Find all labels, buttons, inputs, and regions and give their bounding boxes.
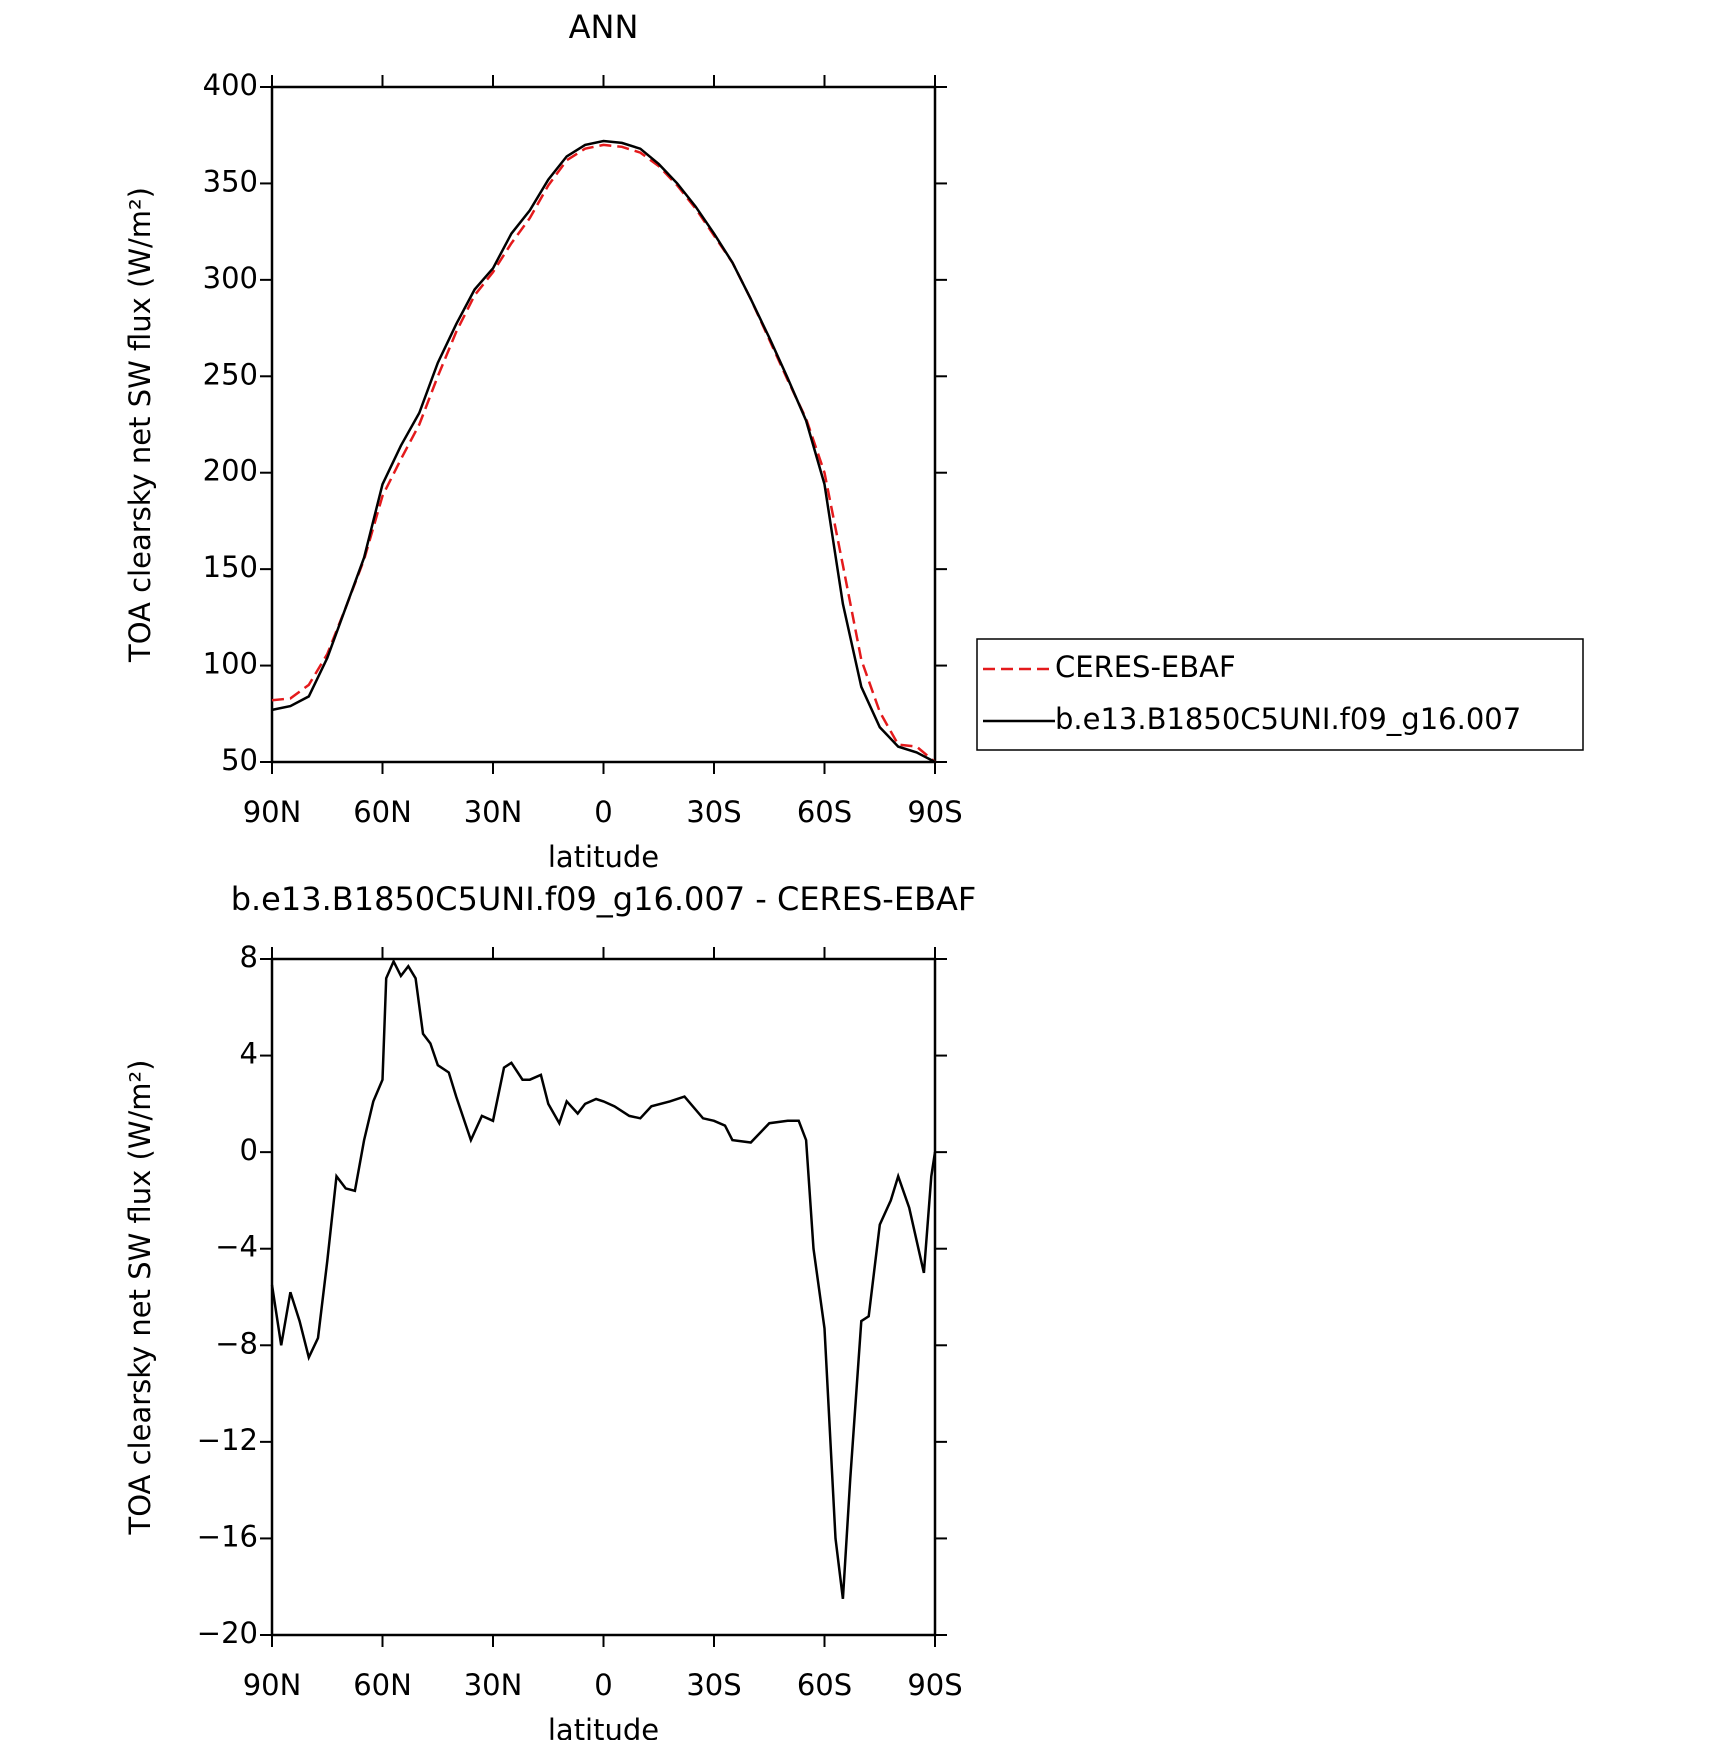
legend-label: b.e13.B1850C5UNI.f09_g16.007 bbox=[1055, 702, 1521, 736]
y-tick-label: 0 bbox=[240, 1133, 258, 1167]
x-tick-label: 60S bbox=[797, 1668, 852, 1702]
x-tick-label: 30N bbox=[464, 1668, 523, 1702]
x-tick-label: 90N bbox=[243, 795, 302, 829]
x-axis-label: latitude bbox=[548, 1713, 659, 1740]
y-tick-label: 4 bbox=[240, 1037, 258, 1071]
y-tick-label: 8 bbox=[240, 940, 258, 974]
y-tick-label: 300 bbox=[203, 261, 258, 295]
y-axis-label: TOA clearsky net SW flux (W/m²) bbox=[123, 1060, 157, 1536]
x-tick-label: 90S bbox=[907, 1668, 962, 1702]
x-tick-label: 60S bbox=[797, 795, 852, 829]
x-tick-label: 30S bbox=[686, 1668, 741, 1702]
x-axis-label: latitude bbox=[548, 840, 659, 874]
x-tick-label: 30S bbox=[686, 795, 741, 829]
y-tick-label: −20 bbox=[197, 1616, 258, 1650]
x-tick-label: 0 bbox=[594, 1668, 612, 1702]
y-tick-label: −12 bbox=[197, 1423, 258, 1457]
x-tick-label: 30N bbox=[464, 795, 523, 829]
series-line bbox=[270, 958, 937, 1599]
legend-label: CERES-EBAF bbox=[1055, 650, 1236, 684]
chart-title: ANN bbox=[569, 8, 639, 46]
series-line bbox=[271, 139, 936, 764]
x-tick-label: 90S bbox=[907, 795, 962, 829]
plot-frame bbox=[270, 957, 937, 1637]
x-tick-label: 60N bbox=[353, 795, 412, 829]
x-tick-label: 90N bbox=[243, 1668, 302, 1702]
y-tick-label: 200 bbox=[203, 454, 258, 488]
y-tick-label: −4 bbox=[215, 1230, 258, 1264]
y-tick-label: 350 bbox=[203, 164, 258, 198]
plot-frame bbox=[270, 85, 937, 764]
y-tick-label: −8 bbox=[215, 1326, 258, 1360]
y-tick-label: −16 bbox=[197, 1519, 258, 1553]
y-axis-label: TOA clearsky net SW flux (W/m²) bbox=[123, 187, 157, 663]
y-tick-label: 400 bbox=[203, 68, 258, 102]
y-tick-label: 100 bbox=[203, 647, 258, 681]
y-tick-label: 50 bbox=[221, 743, 258, 777]
y-tick-label: 150 bbox=[203, 550, 258, 584]
chart-title: b.e13.B1850C5UNI.f09_g16.007 - CERES-EBA… bbox=[231, 880, 977, 918]
series-line bbox=[271, 143, 936, 763]
legend-box bbox=[976, 638, 1584, 751]
y-tick-label: 250 bbox=[203, 357, 258, 391]
x-tick-label: 0 bbox=[594, 795, 612, 829]
x-tick-label: 60N bbox=[353, 1668, 412, 1702]
